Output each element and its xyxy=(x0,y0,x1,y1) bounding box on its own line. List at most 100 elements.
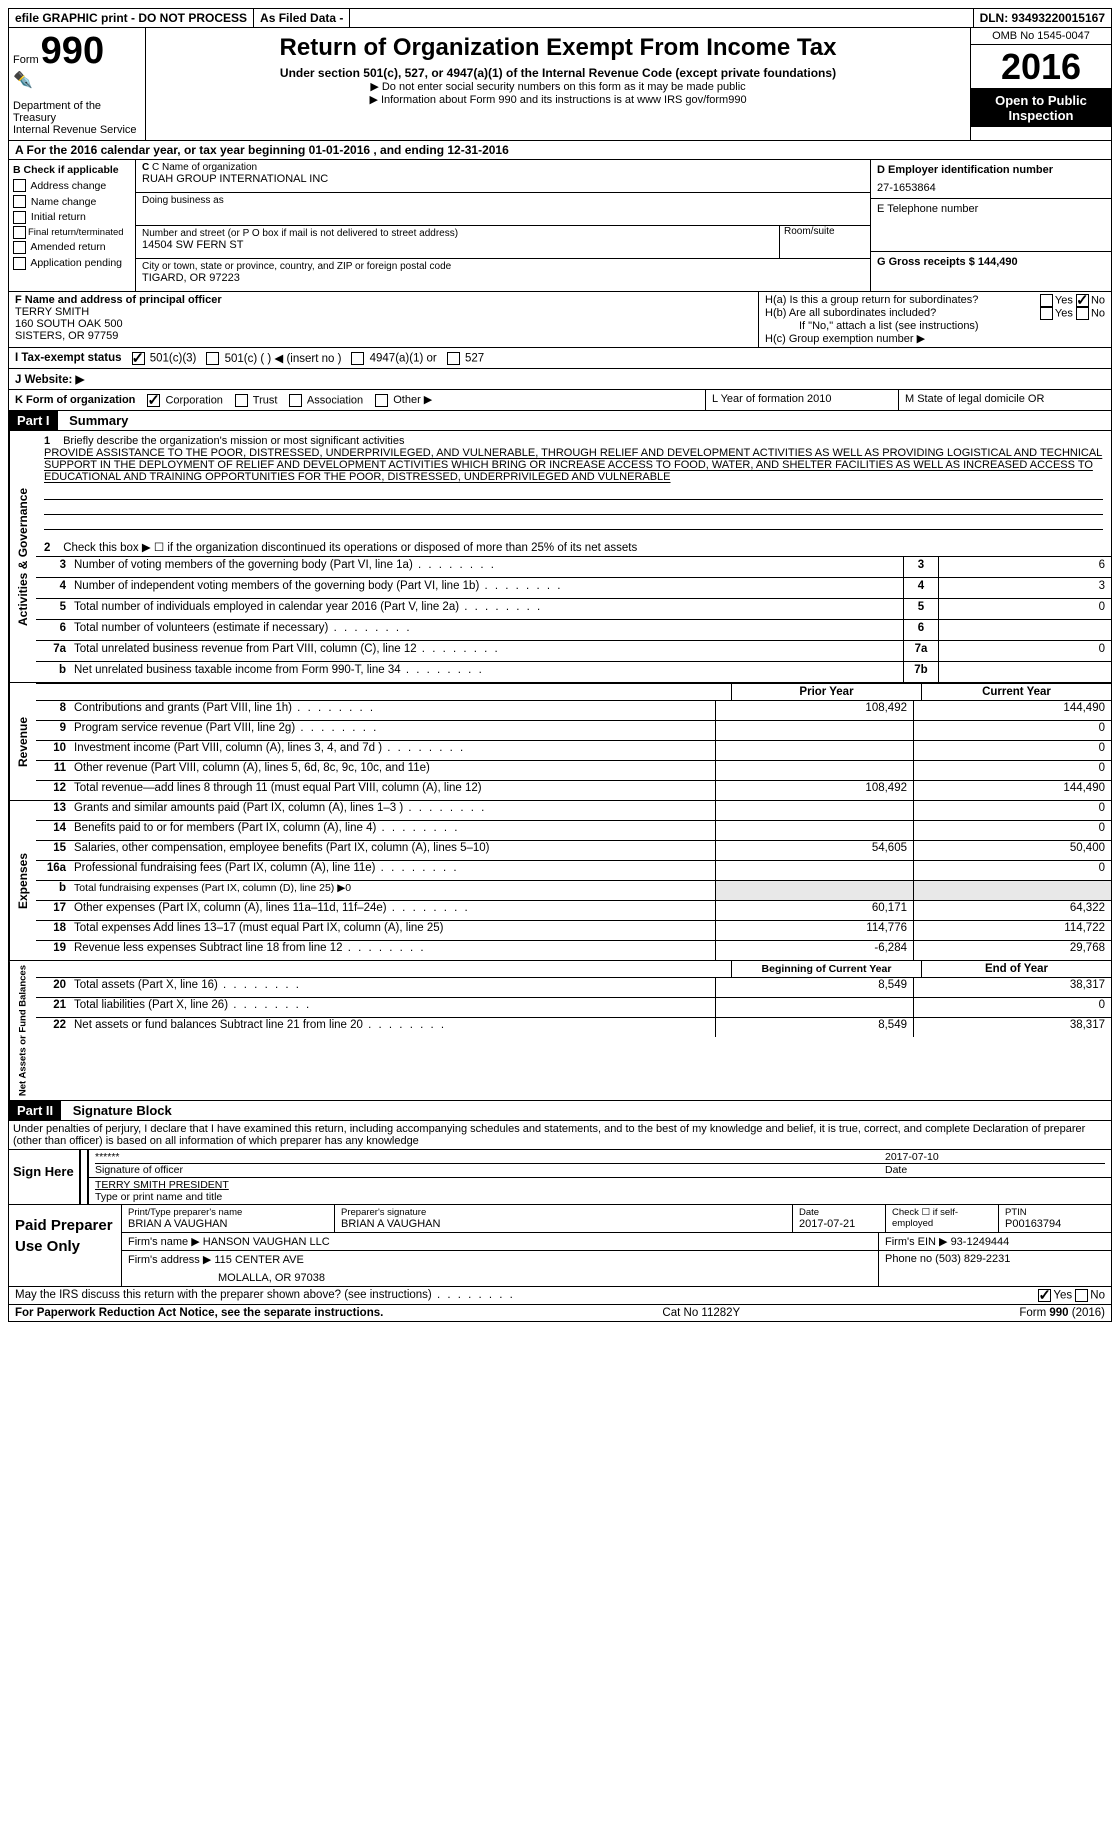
form-990: 990 xyxy=(41,32,104,70)
org-name: RUAH GROUP INTERNATIONAL INC xyxy=(142,173,864,185)
form-number: Form 990 xyxy=(13,32,141,70)
signature-intro: Under penalties of perjury, I declare th… xyxy=(8,1121,1112,1150)
line-22: 22Net assets or fund balances Subtract l… xyxy=(36,1017,1111,1037)
line-16b: bTotal fundraising expenses (Part IX, co… xyxy=(36,880,1111,900)
form-note1: ▶ Do not enter social security numbers o… xyxy=(154,80,962,93)
officer-name: TERRY SMITH xyxy=(15,306,752,318)
col-d-right: D Employer identification number 27-1653… xyxy=(870,160,1111,291)
net-header: Beginning of Current Year End of Year xyxy=(36,961,1111,977)
vlabel-expenses: Expenses xyxy=(9,801,36,960)
group-return: H(a) Is this a group return for subordin… xyxy=(759,292,1111,347)
line-18: 18Total expenses Add lines 13–17 (must e… xyxy=(36,920,1111,940)
col-b-title: B Check if applicable xyxy=(13,163,131,179)
blank-line xyxy=(44,500,1103,515)
open-to-public: Open to Public Inspection xyxy=(971,89,1111,127)
org-street: 14504 SW FERN ST xyxy=(142,239,779,251)
tax-year: 2016 xyxy=(971,45,1111,89)
preparer-row-1: Print/Type preparer's name BRIAN A VAUGH… xyxy=(122,1205,1111,1233)
vlabel-net-assets: Net Assets or Fund Balances xyxy=(9,961,36,1100)
identification-section: B Check if applicable Address change Nam… xyxy=(8,160,1112,292)
form-title: Return of Organization Exempt From Incom… xyxy=(154,34,962,62)
footer-row: For Paperwork Reduction Act Notice, see … xyxy=(8,1305,1112,1322)
dln: DLN: 93493220015167 xyxy=(974,9,1111,27)
paid-preparer-section: Paid Preparer Use Only Print/Type prepar… xyxy=(8,1205,1112,1287)
line-9: 9Program service revenue (Part VIII, lin… xyxy=(36,720,1111,740)
line-20: 20Total assets (Part X, line 16)8,54938,… xyxy=(36,977,1111,997)
line-6: 6Total number of volunteers (estimate if… xyxy=(36,619,1111,640)
preparer-row-3: Firm's address ▶ 115 CENTER AVE MOLALLA,… xyxy=(122,1251,1111,1286)
line-5: 5Total number of individuals employed in… xyxy=(36,598,1111,619)
preparer-row-2: Firm's name ▶ HANSON VAUGHAN LLC Firm's … xyxy=(122,1233,1111,1251)
line-2: 2 Check this box ▶ ☐ if the organization… xyxy=(36,538,1111,556)
signature-row: ****** Signature of officer 2017-07-10 D… xyxy=(89,1150,1111,1178)
mission-block: 1 Briefly describe the organization's mi… xyxy=(36,431,1111,485)
street-row: Number and street (or P O box if mail is… xyxy=(136,226,870,259)
col-b-checkboxes: B Check if applicable Address change Nam… xyxy=(9,160,136,291)
line-4: 4Number of independent voting members of… xyxy=(36,577,1111,598)
sign-here-label: Sign Here xyxy=(9,1150,81,1204)
net-assets-section: Net Assets or Fund Balances Beginning of… xyxy=(8,961,1112,1101)
expenses-section: Expenses 13Grants and similar amounts pa… xyxy=(8,801,1112,961)
line-7a: 7aTotal unrelated business revenue from … xyxy=(36,640,1111,661)
officer-name-row: TERRY SMITH PRESIDENT Type or print name… xyxy=(89,1178,1111,1204)
ein-row: D Employer identification number 27-1653… xyxy=(871,160,1111,199)
blank-line xyxy=(44,515,1103,530)
line-12: 12Total revenue—add lines 8 through 11 (… xyxy=(36,780,1111,800)
line-13: 13Grants and similar amounts paid (Part … xyxy=(36,801,1111,820)
row-a-calendar-year: A For the 2016 calendar year, or tax yea… xyxy=(8,141,1112,160)
form-header: Form 990 ✒️ Department of the Treasury I… xyxy=(8,28,1112,141)
chk-address[interactable]: Address change xyxy=(13,179,131,195)
org-city: TIGARD, OR 97223 xyxy=(142,272,864,284)
omb-number: OMB No 1545-0047 xyxy=(971,28,1111,45)
paid-preparer-label: Paid Preparer Use Only xyxy=(9,1205,122,1286)
revenue-section: Revenue Prior Year Current Year 8Contrib… xyxy=(8,683,1112,801)
header-right: OMB No 1545-0047 2016 Open to Public Ins… xyxy=(970,28,1111,140)
vlabel-revenue: Revenue xyxy=(9,683,36,800)
vlabel-governance: Activities & Governance xyxy=(9,431,36,682)
chk-initial[interactable]: Initial return xyxy=(13,210,131,226)
efile-notice: efile GRAPHIC print - DO NOT PROCESS xyxy=(9,9,254,27)
ein: 27-1653864 xyxy=(877,182,1105,194)
line-10: 10Investment income (Part VIII, column (… xyxy=(36,740,1111,760)
line-8: 8Contributions and grants (Part VIII, li… xyxy=(36,700,1111,720)
line-11: 11Other revenue (Part VIII, column (A), … xyxy=(36,760,1111,780)
officer-addr2: SISTERS, OR 97759 xyxy=(15,330,752,342)
blank-line xyxy=(44,485,1103,500)
mission-text: PROVIDE ASSISTANCE TO THE POOR, DISTRESS… xyxy=(44,447,1102,483)
chk-amended[interactable]: Amended return xyxy=(13,240,131,256)
state-domicile: M State of legal domicile OR xyxy=(899,390,1111,410)
chk-name[interactable]: Name change xyxy=(13,195,131,211)
tax-exempt-status: I Tax-exempt status 501(c)(3) 501(c) ( )… xyxy=(8,348,1112,369)
line-7b: bNet unrelated business taxable income f… xyxy=(36,661,1111,682)
line-3: 3Number of voting members of the governi… xyxy=(36,556,1111,577)
chk-pending[interactable]: Application pending xyxy=(13,256,131,272)
col-c-org-info: C C Name of organization RUAH GROUP INTE… xyxy=(136,160,870,291)
header-left: Form 990 ✒️ Department of the Treasury I… xyxy=(9,28,146,140)
telephone-row: E Telephone number xyxy=(871,199,1111,252)
year-formation: L Year of formation 2010 xyxy=(706,390,899,410)
sign-here-section: Sign Here ****** Signature of officer 20… xyxy=(8,1150,1112,1205)
dept-treasury: Department of the Treasury xyxy=(13,100,141,124)
city-row: City or town, state or province, country… xyxy=(136,259,870,291)
discuss-row: May the IRS discuss this return with the… xyxy=(8,1287,1112,1305)
header-center: Return of Organization Exempt From Incom… xyxy=(146,28,970,140)
chk-final[interactable]: Final return/terminated xyxy=(13,226,131,240)
gross-receipts: G Gross receipts $ 144,490 xyxy=(871,252,1111,272)
form-note2: ▶ Information about Form 990 and its ins… xyxy=(154,93,962,106)
part-1-header: Part I Summary xyxy=(8,411,1112,431)
top-bar: efile GRAPHIC print - DO NOT PROCESS As … xyxy=(8,8,1112,28)
revenue-header: Prior Year Current Year xyxy=(36,683,1111,700)
irs-label: Internal Revenue Service xyxy=(13,124,141,136)
activities-governance: Activities & Governance 1 Briefly descri… xyxy=(8,431,1112,683)
dba-row: Doing business as xyxy=(136,193,870,226)
line-21: 21Total liabilities (Part X, line 26)0 xyxy=(36,997,1111,1017)
line-17: 17Other expenses (Part IX, column (A), l… xyxy=(36,900,1111,920)
line-15: 15Salaries, other compensation, employee… xyxy=(36,840,1111,860)
principal-officer: F Name and address of principal officer … xyxy=(9,292,759,347)
officer-group-row: F Name and address of principal officer … xyxy=(8,292,1112,348)
k-l-m-row: K Form of organization Corporation Trust… xyxy=(8,390,1112,411)
form-subtitle: Under section 501(c), 527, or 4947(a)(1)… xyxy=(154,66,962,80)
efile-icon: ✒️ xyxy=(13,70,141,90)
as-filed: As Filed Data - xyxy=(254,9,350,27)
line-19: 19Revenue less expenses Subtract line 18… xyxy=(36,940,1111,960)
